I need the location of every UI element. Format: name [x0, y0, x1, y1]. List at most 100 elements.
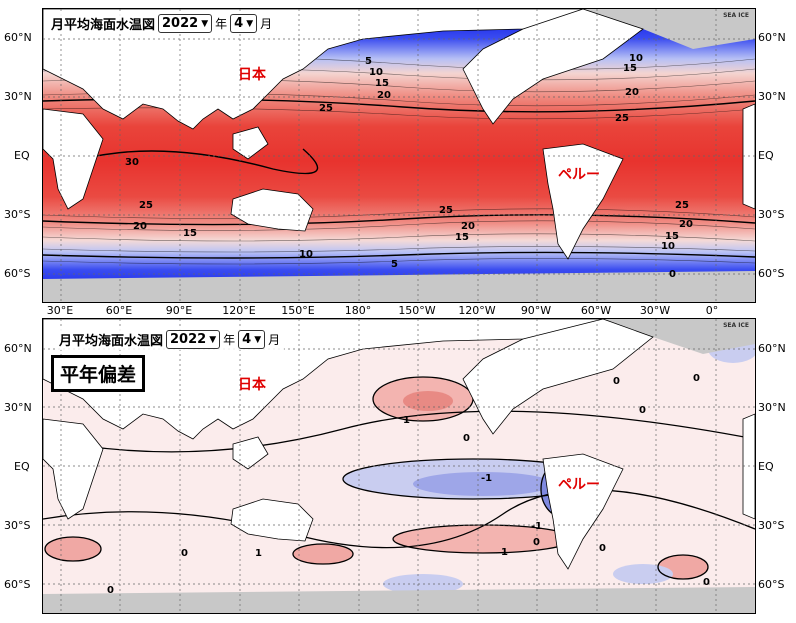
lon-label: 90°W	[520, 304, 552, 317]
year-unit: 年	[223, 333, 236, 347]
peru-label: ペルー	[558, 167, 600, 183]
lon-label: 180°	[344, 304, 372, 317]
year-unit: 年	[215, 17, 228, 31]
lat-label-60s: 60°S	[4, 578, 31, 591]
lon-label: 120°E	[222, 304, 256, 317]
sst-contour-label: 20	[377, 90, 391, 101]
lat-label-30n: 30°N	[758, 90, 786, 103]
month-value: 4	[242, 332, 252, 347]
anomaly-map: 1 0 -1 0 0 0 1 0 0 1 -1 0 0 0	[43, 319, 755, 613]
sst-contour-label: 10	[661, 241, 675, 252]
month-select[interactable]: 4 ▼	[238, 330, 266, 349]
east-edge-land	[742, 413, 755, 520]
lon-label: 150°W	[398, 304, 436, 317]
chevron-down-icon: ▼	[246, 18, 254, 29]
map-title: 月平均海面水温図	[59, 334, 164, 349]
sst-contour-label: 20	[461, 221, 475, 232]
anomaly-contour-label: 0	[107, 585, 114, 596]
lon-label: 150°E	[281, 304, 315, 317]
lon-label: 60°W	[580, 304, 612, 317]
sst-contour-label: 15	[623, 63, 637, 74]
sst-contour-label: 20	[133, 221, 147, 232]
year-select[interactable]: 2022 ▼	[166, 330, 221, 349]
sst-contour-label: 15	[183, 228, 197, 239]
lon-label: 90°E	[165, 304, 193, 317]
sst-contour-label: 5	[391, 259, 398, 270]
anomaly-contour-label: -1	[531, 521, 542, 532]
chevron-down-icon: ▼	[254, 334, 262, 345]
antarctic-ice	[43, 271, 755, 302]
date-selector: 月平均海面水温図 2022 ▼ 年 4 ▼ 月	[55, 329, 285, 350]
sst-contour-labels: 5 10 15 20 25 30 25 20 15 10 5 0 10 15 2…	[125, 53, 693, 280]
month-select[interactable]: 4 ▼	[230, 14, 258, 33]
anomaly-contour-label: -1	[481, 473, 492, 484]
lat-label-eq: EQ	[758, 460, 774, 473]
north-america	[462, 9, 644, 125]
graticule	[43, 319, 755, 613]
sst-contour-label: 25	[675, 200, 689, 211]
anomaly-contour-label: 0	[693, 373, 700, 384]
lat-label-30s: 30°S	[758, 519, 785, 532]
anomaly-contour-label: 1	[501, 547, 508, 558]
sst-contour-label: 25	[615, 113, 629, 124]
lat-label-eq: EQ	[14, 149, 30, 162]
sst-contour-label: 0	[669, 269, 676, 280]
japan-label: 日本	[238, 377, 266, 393]
date-selector: 月平均海面水温図 2022 ▼ 年 4 ▼ 月	[47, 13, 277, 34]
peru-label: ペルー	[558, 477, 600, 493]
chevron-down-icon: ▼	[209, 334, 217, 345]
lat-label-30n: 30°N	[758, 401, 786, 414]
sst-contour-label: 25	[139, 200, 153, 211]
lon-label: 0°	[705, 304, 719, 317]
lat-label-eq: EQ	[758, 149, 774, 162]
sst-contour-label: 15	[455, 232, 469, 243]
month-unit: 月	[260, 17, 273, 31]
anomaly-contour-label: 0	[599, 543, 606, 554]
lon-label: 60°E	[105, 304, 133, 317]
sst-contour-label: 25	[439, 205, 453, 216]
lon-label: 30°W	[639, 304, 671, 317]
lat-label-eq: EQ	[14, 460, 30, 473]
year-value: 2022	[162, 16, 199, 31]
sst-contour-label: 10	[629, 53, 643, 64]
anomaly-contour-label: 0	[181, 548, 188, 559]
anomaly-contour-label: 0	[703, 577, 710, 588]
anomaly-contour-label: 1	[255, 548, 262, 559]
sst-contour-label: 15	[375, 78, 389, 89]
year-select[interactable]: 2022 ▼	[158, 14, 213, 33]
anomaly-contour-label: 0	[533, 537, 540, 548]
anomaly-contour-label: 0	[613, 376, 620, 387]
anomaly-contour-label: 0	[463, 433, 470, 444]
month-value: 4	[234, 16, 244, 31]
sst-contour-label: 20	[625, 87, 639, 98]
arctic-ice	[603, 319, 755, 354]
arctic-ice	[583, 9, 755, 49]
month-unit: 月	[268, 333, 281, 347]
lat-label-60s: 60°S	[4, 267, 31, 280]
lat-label-30s: 30°S	[4, 519, 31, 532]
graticule	[43, 9, 755, 302]
lat-label-60n: 60°N	[758, 31, 786, 44]
sst-map: 5 10 15 20 25 30 25 20 15 10 5 0 10 15 2…	[43, 9, 755, 302]
anomaly-contour-label: 0	[639, 405, 646, 416]
map-title: 月平均海面水温図	[51, 18, 156, 33]
anomaly-contour-labels: 1 0 -1 0 0 0 1 0 0 1 -1 0 0 0	[107, 373, 710, 596]
lat-label-60s: 60°S	[758, 578, 785, 591]
south-america	[542, 143, 624, 260]
sea-ice-label: SEA ICE	[723, 322, 749, 329]
lon-label: 120°W	[458, 304, 496, 317]
indonesia	[232, 436, 269, 470]
sst-contour-label: 30	[125, 157, 139, 168]
sst-contour-label: 20	[679, 219, 693, 230]
lat-label-60n: 60°N	[4, 31, 32, 44]
japan-label: 日本	[238, 67, 266, 83]
africa	[43, 108, 104, 210]
anomaly-contour-label: 1	[403, 415, 410, 426]
sst-contour-label: 15	[665, 231, 679, 242]
anomaly-title: 平年偏差	[51, 355, 146, 392]
south-america	[542, 453, 624, 570]
indonesia	[232, 126, 269, 160]
lat-label-30n: 30°N	[4, 90, 32, 103]
sst-map-panel: 5 10 15 20 25 30 25 20 15 10 5 0 10 15 2…	[42, 8, 756, 303]
lat-label-30s: 30°S	[758, 208, 785, 221]
